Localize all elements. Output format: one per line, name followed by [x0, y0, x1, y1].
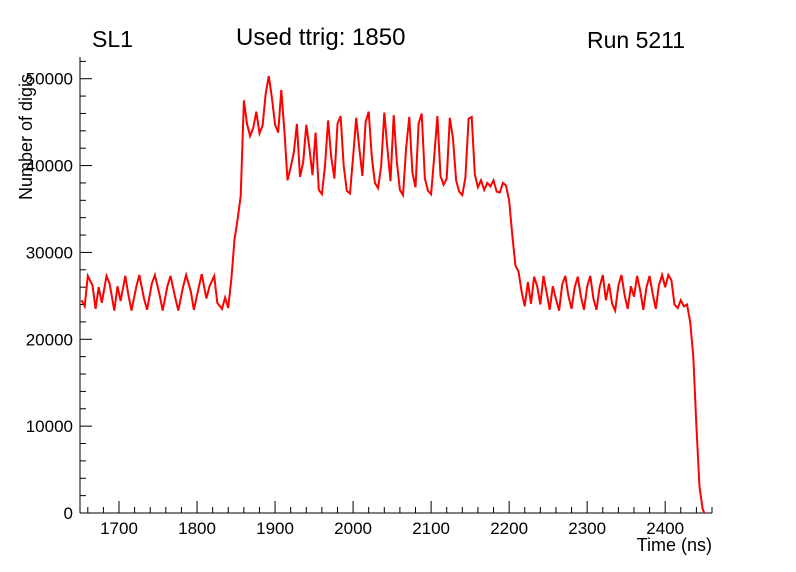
y-tick-label: 20000	[26, 330, 73, 349]
data-series-group	[80, 75, 706, 514]
axes: 1700 1800 1900 2000 2100 2200 2300 2400 0 10000 20…	[26, 57, 713, 538]
x-tick-label: 2100	[412, 519, 450, 538]
x-tick-label: 2200	[490, 519, 528, 538]
x-tick-label: 2400	[646, 519, 684, 538]
chart-corner-label-left: SL1	[92, 26, 133, 52]
x-tick-label: 2300	[568, 519, 606, 538]
x-tick-label: 1900	[256, 519, 294, 538]
x-tick-label: 1800	[178, 519, 216, 538]
chart-title: Used ttrig: 1850	[236, 24, 406, 51]
data-line-number-of-digis-vs-time	[80, 75, 706, 514]
chart-corner-label-right: Run 5211	[587, 27, 686, 53]
y-axis-title: Number of digis	[16, 74, 36, 200]
x-tick-label: 2000	[334, 519, 372, 538]
y-tick-label: 10000	[26, 417, 73, 436]
y-tick-label: 0	[64, 504, 73, 523]
y-tick-label: 50000	[26, 70, 73, 89]
x-axis-title: Time (ns)	[637, 535, 712, 555]
y-tick-label: 40000	[26, 157, 73, 176]
x-tick-label: 1700	[100, 519, 138, 538]
y-tick-label: 30000	[26, 243, 73, 262]
